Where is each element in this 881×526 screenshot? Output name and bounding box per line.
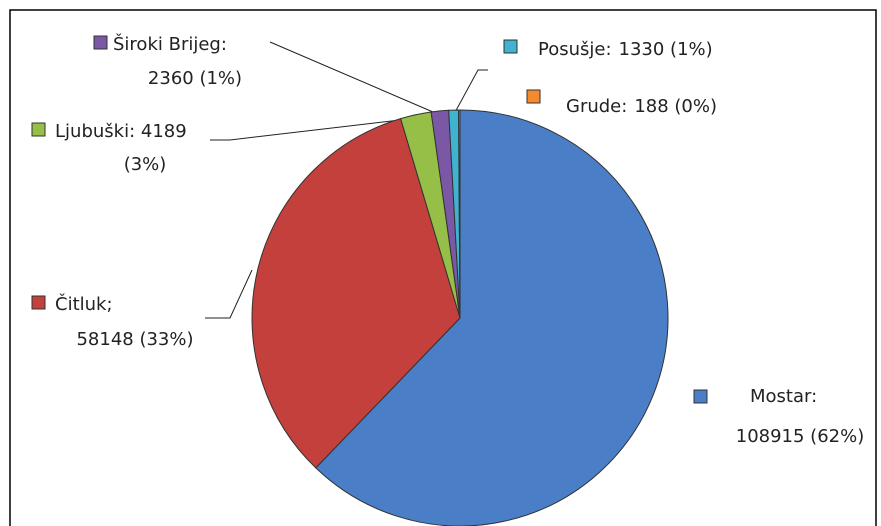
pie-slice <box>315 109 669 526</box>
data-label: Široki Brijeg: <box>113 33 227 55</box>
legend-marker <box>693 389 708 404</box>
data-label: Mostar: <box>750 386 817 407</box>
category-name: Grude: <box>566 96 627 117</box>
value-label: 58148 (33%) <box>76 329 193 350</box>
category-name: Široki Brijeg: <box>113 33 227 55</box>
category-name: Mostar: <box>750 386 817 407</box>
pie-slice <box>251 118 461 469</box>
category-name: Ljubuški: 4189 <box>55 121 187 142</box>
value-label: 188 (0%) <box>634 96 717 117</box>
legend-marker <box>31 122 46 137</box>
value-label: 1330 (1%) <box>619 39 713 60</box>
legend-marker <box>31 295 46 310</box>
value-label: 108915 (62%) <box>736 426 865 447</box>
legend-marker <box>93 35 108 50</box>
leader-line <box>269 41 441 116</box>
data-label: Ljubuški: 4189 <box>55 121 187 142</box>
category-name: Čitluk; <box>55 293 113 315</box>
legend-marker <box>503 39 518 54</box>
leader-line <box>452 69 488 117</box>
data-label: Posušje: 1330 (1%) <box>538 39 713 60</box>
leader-line <box>210 119 401 141</box>
value-label: (3%) <box>124 154 167 175</box>
data-label: Grude: 188 (0%) <box>566 96 717 117</box>
leader-line <box>205 269 253 319</box>
category-name: Posušje: <box>538 39 612 60</box>
pie-slice <box>458 109 461 319</box>
data-label: Čitluk; <box>55 293 113 315</box>
legend-marker <box>526 89 541 104</box>
value-label: 2360 (1%) <box>148 68 242 89</box>
